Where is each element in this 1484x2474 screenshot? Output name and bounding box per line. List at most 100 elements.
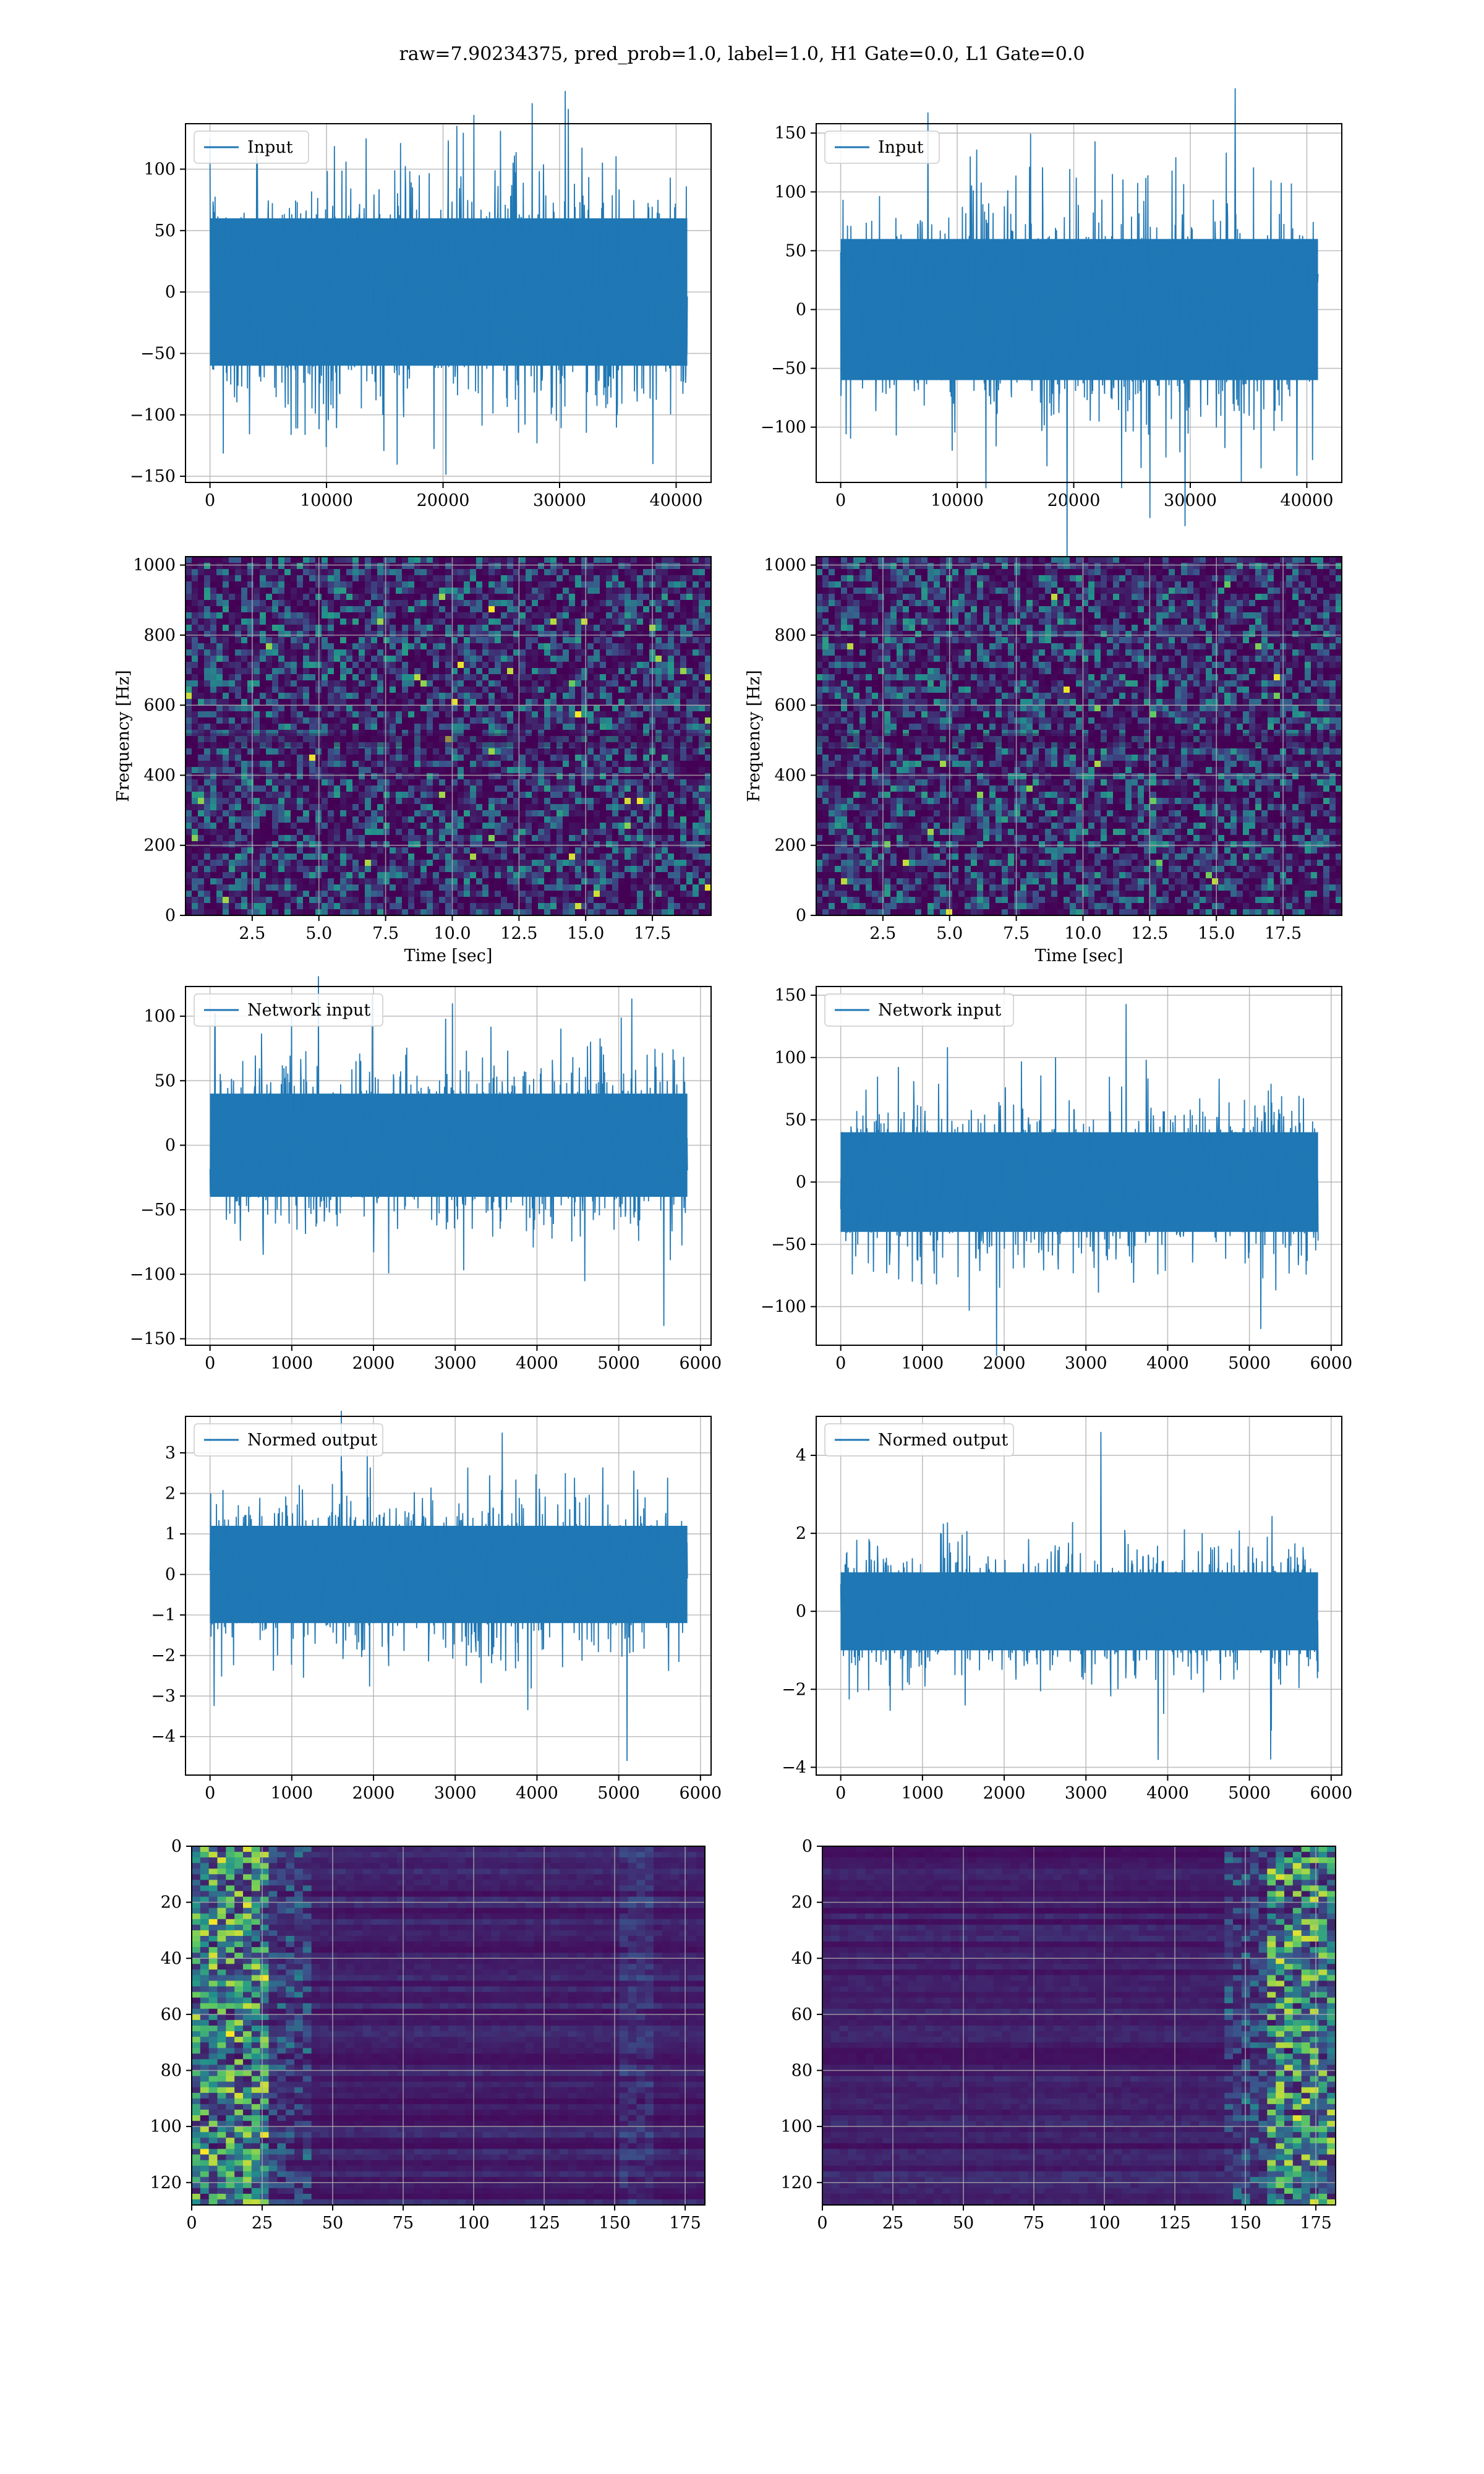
tick-label-x: 40000 — [650, 491, 703, 510]
tick-label-x: 0 — [205, 491, 215, 510]
spectrogram-cell — [254, 606, 260, 613]
spectrogram-cell — [352, 612, 359, 619]
spectrogram-cell — [396, 761, 403, 768]
spectrogram-cell — [247, 649, 254, 656]
spectrogram-cell — [625, 810, 631, 817]
spectrogram-cell — [600, 755, 607, 761]
spectrogram-cell — [303, 742, 310, 749]
spectrogram-cell — [569, 699, 576, 706]
spectrogram-cell — [625, 748, 631, 755]
spectrogram-cell — [439, 649, 446, 656]
spectrogram-cell — [445, 761, 452, 768]
spectrogram-cell — [668, 606, 675, 613]
spectrogram-cell — [402, 829, 409, 836]
spectrogram-cell — [606, 594, 613, 601]
spectrogram-cell — [544, 897, 551, 904]
spectrogram-cell — [606, 798, 613, 805]
spectrogram-cell — [204, 563, 211, 570]
spectrogram-cell — [655, 773, 662, 780]
spectrogram-cell — [241, 643, 248, 650]
spectrogram-cell — [390, 618, 396, 625]
spectrogram-cell — [235, 730, 242, 737]
spectrogram-cell — [625, 563, 631, 570]
spectrogram-cell — [198, 755, 205, 761]
spectrogram-cell — [662, 631, 668, 638]
spectrogram-cell — [680, 705, 687, 712]
spectrogram-cell — [544, 866, 551, 873]
spectrogram-cell — [482, 785, 489, 792]
spectrogram-cell — [383, 643, 390, 650]
spectrogram-cell — [612, 668, 619, 675]
spectrogram-cell — [655, 594, 662, 601]
spectrogram-cell — [686, 649, 693, 656]
spectrogram-cell — [377, 847, 384, 854]
spectrogram-cell — [427, 779, 433, 786]
spectrogram-cell — [668, 847, 675, 854]
spectrogram-cell — [186, 810, 192, 817]
spectrogram-cell — [322, 841, 328, 848]
spectrogram-cell — [445, 643, 452, 650]
spectrogram-cell — [229, 755, 236, 761]
spectrogram-cell — [445, 625, 452, 631]
spectrogram-cell — [519, 866, 526, 873]
spectrogram-cell — [328, 792, 335, 798]
spectrogram-cell — [581, 625, 588, 631]
spectrogram-cell — [383, 557, 390, 563]
spectrogram-cell — [556, 649, 563, 656]
spectrogram-cell — [581, 649, 588, 656]
spectrogram-cell — [383, 575, 390, 582]
spectrogram-cell — [451, 563, 458, 570]
spectrogram-cell — [371, 891, 378, 897]
spectrogram-cell — [427, 557, 433, 563]
spectrogram-cell — [408, 767, 415, 774]
spectrogram-cell — [334, 693, 341, 700]
spectrogram-cell — [235, 569, 242, 576]
spectrogram-cell — [495, 810, 501, 817]
spectrogram-cell — [260, 600, 267, 607]
spectrogram-cell — [470, 860, 477, 867]
spectrogram-cell — [587, 569, 594, 576]
spectrogram-cell — [186, 872, 192, 879]
spectrogram-cell — [328, 909, 335, 916]
spectrogram-cell — [383, 588, 390, 594]
spectrogram-cell — [668, 816, 675, 823]
spectrogram-cell — [377, 557, 384, 563]
spectrogram-cell — [340, 687, 347, 693]
spectrogram-cell — [433, 785, 440, 792]
spectrogram-cell — [643, 847, 650, 854]
spectrogram-cell — [198, 693, 205, 700]
spectrogram-cell — [488, 854, 495, 860]
spectrogram-cell — [414, 829, 421, 836]
spectrogram-cell — [402, 705, 409, 712]
spectrogram-cell — [235, 804, 242, 811]
spectrogram-cell — [519, 798, 526, 805]
spectrogram-cell — [606, 878, 613, 885]
spectrogram-cell — [247, 878, 254, 885]
spectrogram-cell — [420, 606, 427, 613]
spectrogram-cell — [526, 668, 532, 675]
spectrogram-cell — [643, 674, 650, 681]
spectrogram-cell — [266, 594, 273, 601]
spectrogram-cell — [328, 569, 335, 576]
spectrogram-cell — [254, 884, 260, 891]
spectrogram-cell — [266, 785, 273, 792]
spectrogram-cell — [365, 804, 372, 811]
spectrogram-cell — [556, 903, 563, 910]
spectrogram-cell — [235, 612, 242, 619]
spectrogram-cell — [544, 724, 551, 730]
spectrogram-cell — [538, 569, 545, 576]
spectrogram-cell — [662, 854, 668, 860]
spectrogram-cell — [229, 798, 236, 805]
spectrogram-cell — [600, 804, 607, 811]
spectrogram-cell — [260, 767, 267, 774]
spectrogram-cell — [693, 724, 699, 730]
spectrogram-cell — [322, 606, 328, 613]
spectrogram-cell — [303, 656, 310, 662]
spectrogram-cell — [451, 866, 458, 873]
spectrogram-cell — [210, 680, 217, 687]
spectrogram-cell — [618, 792, 625, 798]
spectrogram-cell — [402, 860, 409, 867]
spectrogram-cell — [266, 606, 273, 613]
spectrogram-cell — [556, 687, 563, 693]
spectrogram-cell — [216, 804, 223, 811]
